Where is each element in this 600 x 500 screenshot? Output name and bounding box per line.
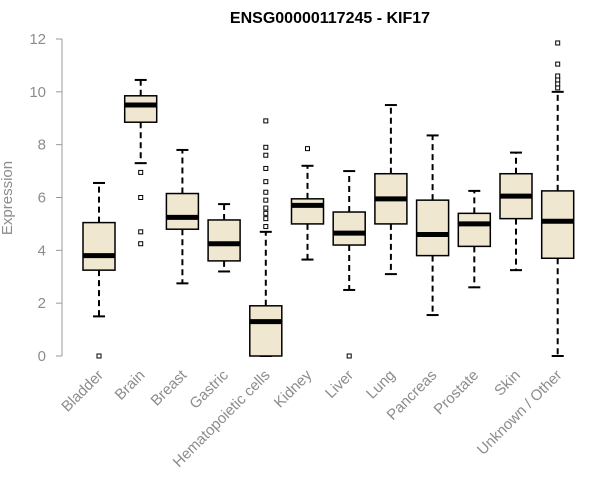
y-tick-label-2: 4 [38, 242, 46, 259]
outlier-11-4 [555, 61, 561, 67]
outlier-4-5 [263, 189, 269, 195]
box-3 [207, 203, 241, 273]
box-11 [540, 40, 575, 357]
box-rect-9 [457, 212, 492, 248]
x-tick-label-7: Lung [363, 367, 399, 403]
outlier-4-6 [263, 179, 269, 185]
x-tick-label-9: Prostate [431, 367, 483, 419]
x-tick-label-1: Brain [112, 367, 149, 404]
outlier-11-0 [555, 85, 561, 91]
box-8 [415, 134, 450, 317]
x-tick-label-5: Kidney [271, 366, 316, 411]
box-rect-0 [82, 221, 116, 271]
y-axis-label: Expression [0, 161, 16, 235]
box-5 [290, 146, 325, 261]
outlier-5-0 [305, 146, 310, 152]
box-rect-1 [123, 95, 158, 123]
box-rect-4 [249, 305, 283, 357]
outlier-4-10 [263, 118, 269, 124]
outlier-4-3 [263, 205, 269, 211]
outlier-1-0 [138, 241, 144, 247]
box-9 [457, 189, 492, 289]
outlier-4-2 [263, 210, 269, 216]
box-rect-3 [207, 219, 241, 262]
box-10 [499, 151, 533, 272]
x-tick-label-2: Breast [148, 366, 191, 409]
outlier-6-0 [346, 353, 352, 359]
y-axis-ticks: 0 2 4 6 8 10 12 [29, 31, 62, 365]
y-tick-label-6: 12 [29, 31, 46, 48]
y-tick-label-4: 8 [38, 137, 46, 154]
box-rect-11 [540, 190, 575, 260]
outlier-1-1 [138, 229, 144, 235]
outlier-11-2 [555, 77, 561, 83]
y-tick-label-1: 2 [38, 295, 46, 312]
outlier-4-8 [263, 152, 269, 158]
box-6 [332, 170, 366, 359]
box-rect-8 [415, 199, 450, 257]
box-group [82, 40, 575, 359]
outlier-4-7 [263, 165, 269, 171]
outlier-11-5 [555, 40, 561, 46]
outlier-1-3 [138, 169, 144, 175]
y-tick-label-5: 10 [29, 84, 46, 101]
outlier-1-2 [138, 195, 144, 200]
outlier-4-9 [263, 144, 269, 150]
outlier-11-3 [555, 73, 561, 79]
outlier-4-1 [263, 216, 269, 222]
box-1 [123, 78, 158, 247]
outlier-4-4 [263, 197, 269, 203]
box-2 [165, 148, 200, 285]
outlier-4-0 [263, 224, 269, 230]
chart-title: ENSG00000117245 - KIF17 [230, 10, 430, 27]
box-0 [82, 181, 116, 359]
box-4 [249, 118, 283, 357]
box-rect-6 [332, 211, 366, 246]
outlier-11-1 [555, 81, 561, 87]
x-tick-label-10: Skin [491, 367, 524, 400]
outlier-0-0 [96, 353, 102, 359]
y-tick-label-0: 0 [38, 348, 46, 365]
y-tick-label-3: 6 [38, 190, 46, 207]
box-7 [374, 104, 408, 276]
x-tick-label-0: Bladder [58, 367, 107, 416]
box-rect-2 [165, 192, 200, 230]
box-rect-5 [290, 198, 325, 225]
x-tick-label-6: Liver [322, 367, 357, 402]
